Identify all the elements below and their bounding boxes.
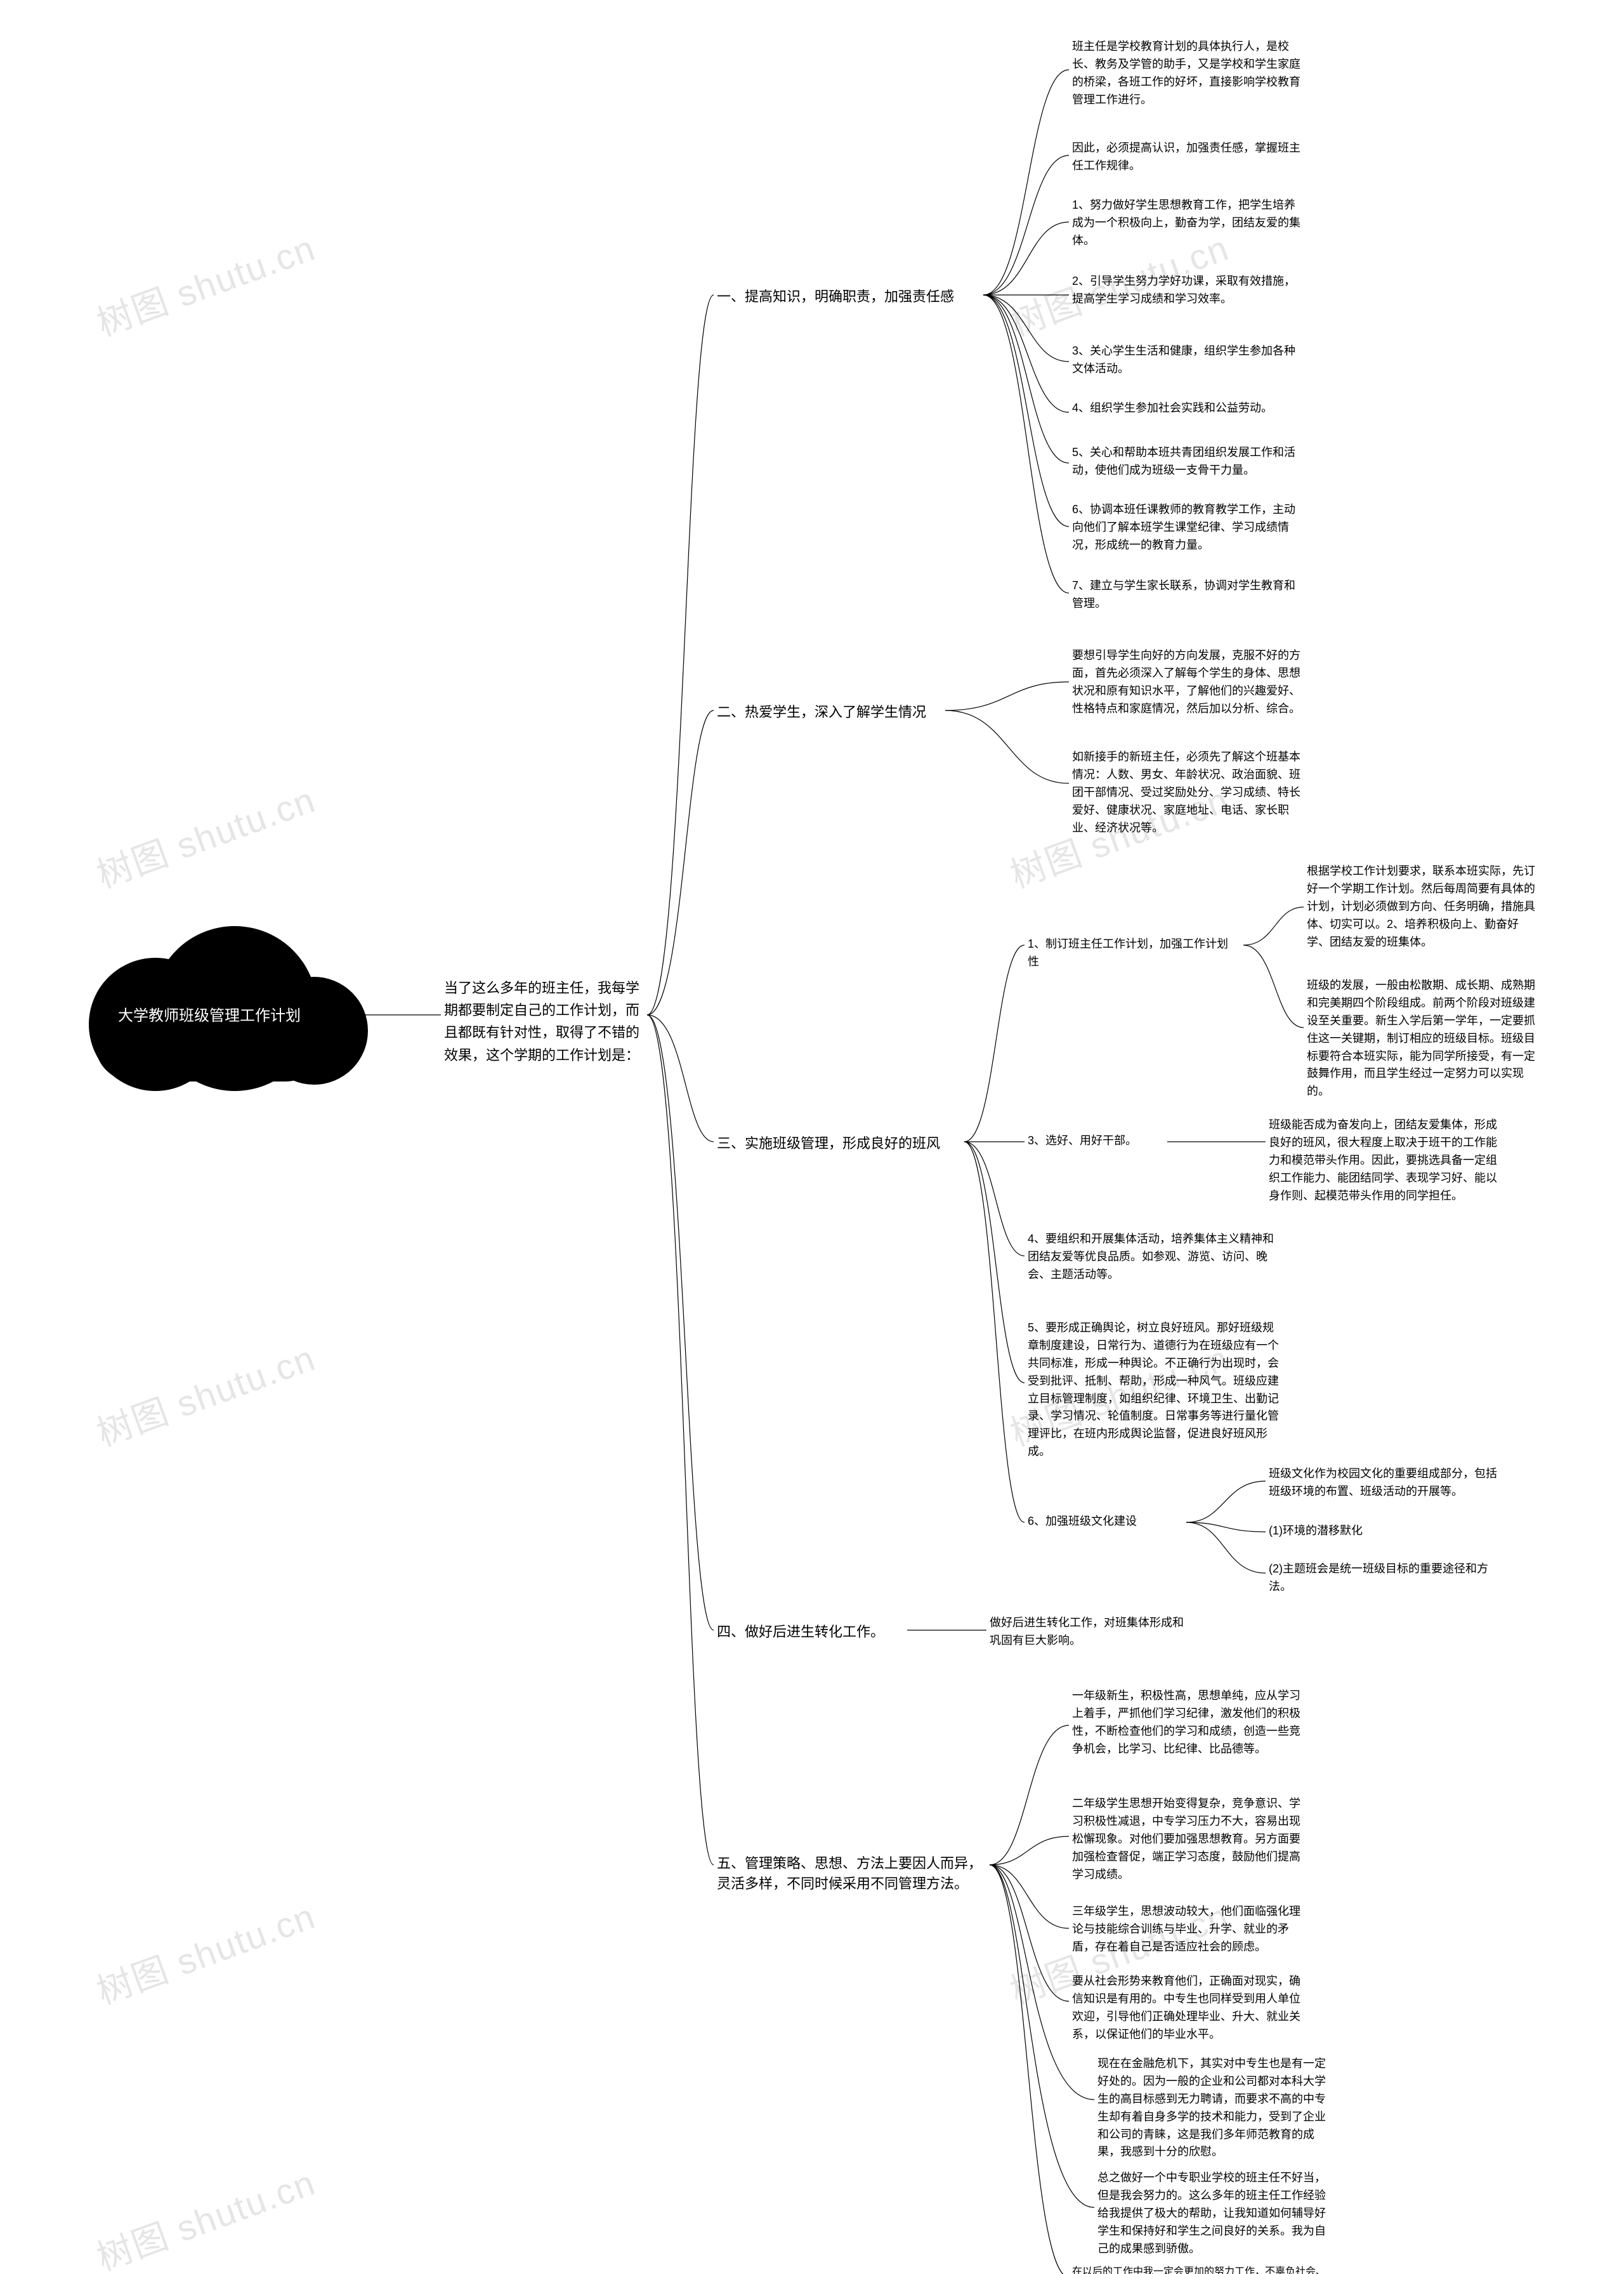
watermark: 树图 shutu.cn (89, 1888, 322, 2015)
s5-item-6: 总之做好一个中专职业学校的班主任不好当，但是我会努力的。这么多年的班主任工作经验… (1097, 2169, 1326, 2258)
s5-item-5: 现在在金融危机下，其实对中专生也是有一定好处的。因为一般的企业和公司都对本科大学… (1097, 2055, 1326, 2161)
s3-item-1-child-1: 班级的发展，一般由松散期、成长期、成熟期和完美期四个阶段组成。前两个阶段对班级建… (1307, 977, 1535, 1101)
s2-item-1: 要想引导学生向好的方向发展，克服不好的方面，首先必须深入了解每个学生的身体、思想… (1072, 647, 1300, 718)
s3-item-1-label: 1、制订班主任工作计划，加强工作计划性 (1028, 936, 1231, 971)
intro-text: 当了这么多年的班主任，我每学期都要制定自己的工作计划，而且都既有针对性，取得了不… (444, 977, 647, 1066)
section-1-title: 一、提高知识，明确职责，加强责任感 (717, 285, 954, 306)
s1-item-7: 7、建立与学生家长联系，协调对学生教育和管理。 (1072, 577, 1300, 613)
s4-item-1: 做好后进生转化工作，对班集体形成和巩固有巨大影响。 (990, 1614, 1193, 1650)
s3-item-6-label: 6、加强班级文化建设 (1028, 1513, 1231, 1531)
s1-item-2: 2、引导学生努力学好功课，采取有效措施，提高学生学习成绩和学习效率。 (1072, 273, 1300, 308)
s5-item-2: 二年级学生思想开始变得复杂，竞争意识、学习积极性减退，中专学习压力不大，容易出现… (1072, 1795, 1300, 1883)
watermark: 树图 shutu.cn (89, 1330, 322, 1456)
s5-item-4: 要从社会形势来教育他们，正确面对现实，确信知识是有用的。中专生也同样受到用人单位… (1072, 1973, 1300, 2044)
s5-item-3: 三年级学生，思想波动较大，他们面临强化理论与技能综合训练与毕业、升学、就业的矛盾… (1072, 1903, 1300, 1956)
s1-item-1: 1、努力做好学生思想教育工作，把学生培养成为一个积极向上，勤奋为学，团结友爱的集… (1072, 197, 1300, 250)
s1-item-3: 3、关心学生生活和健康，组织学生参加各种文体活动。 (1072, 343, 1300, 378)
s1-item-4: 4、组织学生参加社会实践和公益劳动。 (1072, 400, 1300, 417)
s5-item-1: 一年级新生，积极性高，思想单纯，应从学习上着手，严抓他们学习纪律，激发他们的积极… (1072, 1687, 1300, 1758)
s1-item-5: 5、关心和帮助本班共青团组织发展工作和活动，使他们成为班级一支骨干力量。 (1072, 444, 1300, 480)
s3-item-6-child-1: (1)环境的潜移默化 (1269, 1522, 1497, 1540)
s2-item-2: 如新接手的新班主任，必须先了解这个班基本情况：人数、男女、年龄状况、政治面貌、班… (1072, 748, 1300, 837)
s1-pre-1: 因此，必须提高认识，加强责任感，掌握班主任工作规律。 (1072, 140, 1300, 175)
s3-item-1-child-0: 根据学校工作计划要求，联系本班实际，先订好一个学期工作计划。然后每周简要有具体的… (1307, 863, 1535, 951)
s3-item-3-label: 3、选好、用好干部。 (1028, 1132, 1231, 1150)
section-4-title: 四、做好后进生转化工作。 (717, 1621, 884, 1641)
section-3-title: 三、实施班级管理，形成良好的班风 (717, 1132, 940, 1153)
s3-item-3-child-0: 班级能否成为奋发向上，团结友爱集体，形成良好的班风，很大程度上取决于班干的工作能… (1269, 1116, 1497, 1205)
s5-item-7: 在以后的工作中我一定会更加的努力工作，不辜负社会、学校、学生家长、学生和我自己本… (1072, 2264, 1326, 2274)
root-title: 大学教师班级管理工作计划 (76, 1005, 343, 1028)
s3-item-4-label: 4、要组织和开展集体活动，培养集体主义精神和团结友爱等优良品质。如参观、游览、访… (1028, 1231, 1281, 1284)
s3-item-6-child-0: 班级文化作为校园文化的重要组成部分，包括班级环境的布置、班级活动的开展等。 (1269, 1465, 1497, 1501)
s1-item-6: 6、协调本班任课教师的教育教学工作，主动向他们了解本班学生课堂纪律、学习成绩情况… (1072, 501, 1300, 554)
watermark: 树图 shutu.cn (89, 771, 322, 898)
watermark: 树图 shutu.cn (89, 2154, 322, 2274)
section-2-title: 二、热爱学生，深入了解学生情况 (717, 701, 926, 721)
s3-item-5-label: 5、要形成正确舆论，树立良好班风。那好班级规章制度建设，日常行为、道德行为在班级… (1028, 1319, 1281, 1461)
mindmap-canvas: 树图 shutu.cn 树图 shutu.cn 树图 shutu.cn 树图 s… (0, 0, 1624, 2274)
s1-pre-0: 班主任是学校教育计划的具体执行人，是校长、教务及学管的助手，又是学校和学生家庭的… (1072, 38, 1300, 109)
section-5-title: 五、管理策略、思想、方法上要因人而异，灵活多样，不同时候采用不同管理方法。 (717, 1852, 983, 1893)
s3-item-6-child-2: (2)主题班会是统一班级目标的重要途径和方法。 (1269, 1560, 1497, 1596)
root-node: 大学教师班级管理工作计划 (76, 932, 343, 1091)
watermark: 树图 shutu.cn (89, 219, 322, 346)
